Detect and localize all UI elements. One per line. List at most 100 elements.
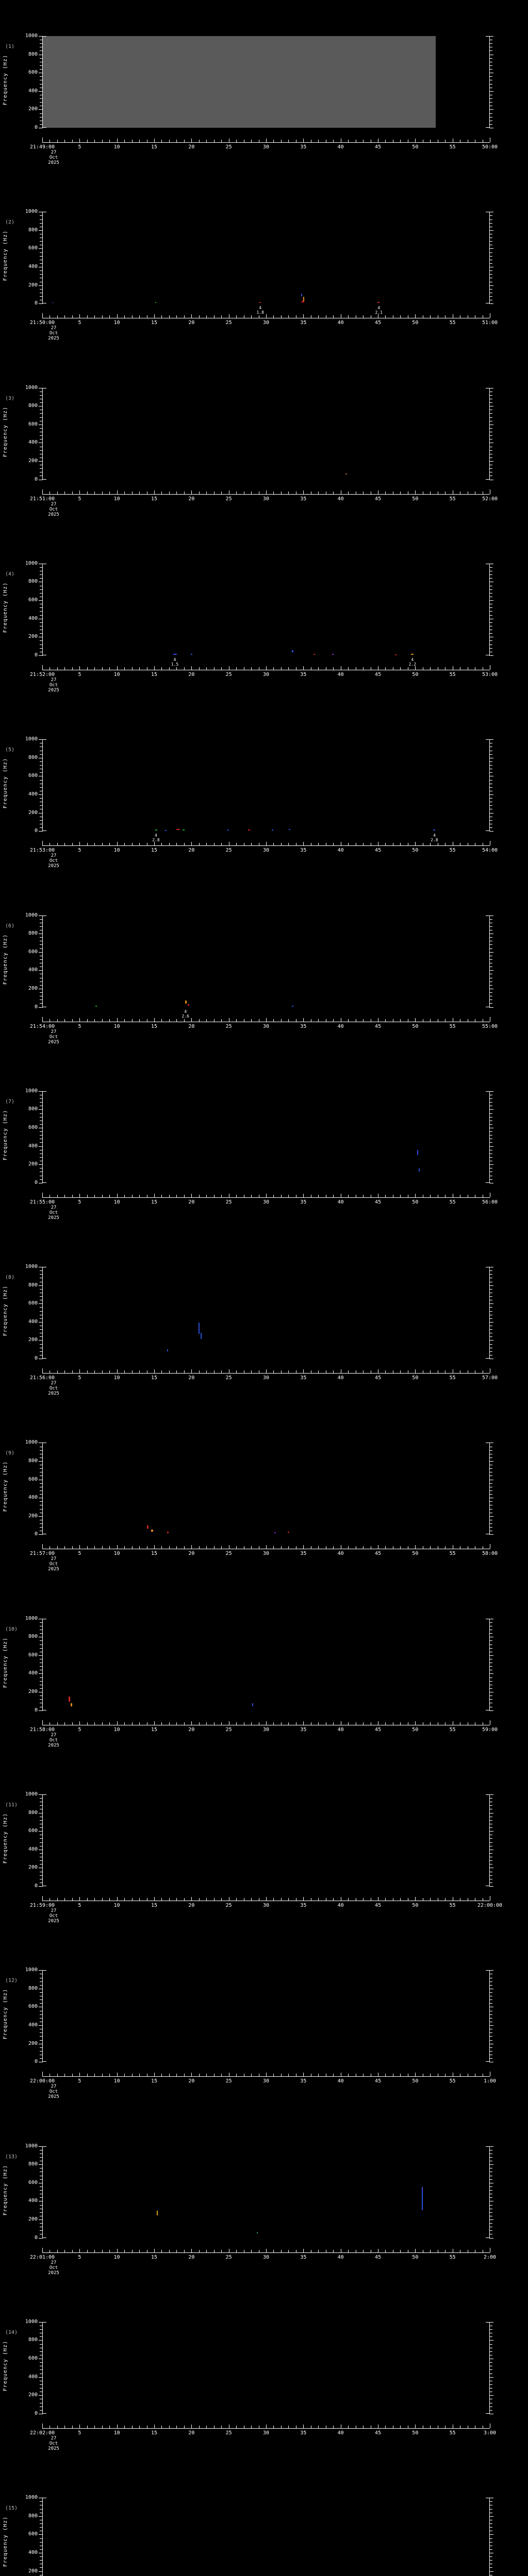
x-tick [191, 2073, 192, 2077]
x-tick [251, 491, 252, 494]
x-tick [199, 2249, 200, 2252]
x-tick [191, 1545, 192, 1549]
y-tick [39, 1534, 43, 1535]
y-tick [40, 2040, 43, 2041]
y-tick [40, 1296, 43, 1297]
x-tick [348, 315, 349, 318]
date-line: 2025 [48, 1567, 59, 1572]
event-marker [173, 654, 177, 655]
x-tick [94, 667, 95, 670]
plot-area: 0 200 400 600 800 1000 [25, 2143, 493, 2240]
y-tick [40, 999, 43, 1001]
x-tick [318, 1546, 319, 1549]
x-tick [154, 1193, 155, 1197]
x-tick [102, 1019, 103, 1022]
x-tick [221, 2249, 222, 2252]
date-line: Oct [49, 2441, 58, 2446]
panel-number: (4) [5, 571, 15, 577]
y-tick-right [489, 2032, 492, 2033]
event-marker [69, 1697, 71, 1702]
y-tick-right [489, 252, 492, 253]
x-tick-label: 5 [78, 1023, 81, 1029]
x-tick [176, 1370, 177, 1374]
x-tick-label: 45 [374, 320, 382, 326]
plot-area: 0 200 400 600 800 1000 [25, 1088, 493, 1185]
x-tick [57, 140, 58, 142]
x-tick-label: 35 [300, 144, 307, 150]
x-tick-label: 15 [151, 671, 158, 677]
x-tick-label: 5 [78, 2254, 81, 2260]
x-tick [161, 315, 162, 318]
y-tick [40, 2014, 43, 2015]
y-tick-label: 600 [28, 1300, 38, 1307]
x-tick [117, 2248, 118, 2252]
x-tick [42, 1192, 43, 1197]
x-tick [184, 1370, 185, 1374]
y-tick [40, 2501, 43, 2502]
y-tick [40, 69, 43, 70]
y-tick-label: 200 [28, 985, 38, 991]
x-tick [94, 315, 95, 318]
y-tick-right [489, 215, 492, 216]
x-tick [42, 2072, 43, 2077]
y-axis-title: Frequency (Hz) [3, 2516, 8, 2567]
x-tick [236, 491, 237, 494]
x-tick [430, 2074, 431, 2077]
x-tick [87, 315, 88, 318]
x-tick [236, 1722, 237, 1725]
y-tick [40, 1999, 43, 2001]
x-tick [87, 2425, 88, 2428]
x-tick [191, 139, 192, 142]
x-tick-label: 45 [374, 2078, 382, 2084]
y-tick-right [489, 450, 492, 451]
y-tick-right [489, 303, 493, 304]
x-tick [333, 843, 334, 846]
x-tick [131, 2249, 133, 2252]
x-tick [415, 2073, 416, 2077]
x-tick [64, 140, 65, 142]
x-tick [102, 491, 103, 494]
y-tick-right [489, 248, 493, 249]
x-tick [303, 1018, 304, 1022]
event-marker [303, 296, 304, 301]
y-tick-label: 600 [28, 2531, 38, 2537]
y-tick-label: 200 [28, 1337, 38, 1343]
x-tick [131, 2074, 133, 2077]
x-tick [363, 1194, 364, 1197]
annotation-magnitude: 4 [173, 657, 176, 662]
x-tick [333, 2425, 334, 2428]
x-tick [273, 2249, 274, 2252]
y-tick-right [489, 1483, 492, 1484]
x-tick [415, 842, 416, 846]
x-tick [221, 1019, 222, 1022]
x-tick [348, 491, 349, 494]
y-axis-title: Frequency (Hz) [3, 1109, 8, 1161]
x-tick-label: 50 [412, 671, 419, 677]
x-tick-label: 45 [374, 2254, 382, 2260]
x-tick [184, 1722, 185, 1725]
x-tick [42, 138, 43, 142]
y-tick-label: 800 [28, 2161, 38, 2167]
y-tick-right [489, 772, 492, 773]
y-tick-right [489, 622, 492, 623]
x-tick [273, 1722, 274, 1725]
y-tick-right [489, 1655, 493, 1656]
y-tick-right [489, 1699, 492, 1700]
x-tick [79, 842, 80, 846]
y-tick-right [489, 2541, 492, 2543]
y-tick-label: 400 [28, 791, 38, 797]
x-tick [400, 315, 401, 318]
y-tick-right [489, 2567, 492, 2568]
x-tick [57, 667, 58, 670]
x-tick [318, 2425, 319, 2428]
x-tick [191, 1193, 192, 1197]
y-tick [39, 794, 43, 795]
x-tick [191, 842, 192, 846]
x-tick [161, 491, 162, 494]
x-tick [206, 491, 207, 494]
y-tick [40, 2362, 43, 2363]
x-tick [79, 1369, 80, 1374]
x-tick [72, 1722, 73, 1725]
y-tick-right [489, 1494, 492, 1495]
y-tick-label: 800 [28, 227, 38, 233]
